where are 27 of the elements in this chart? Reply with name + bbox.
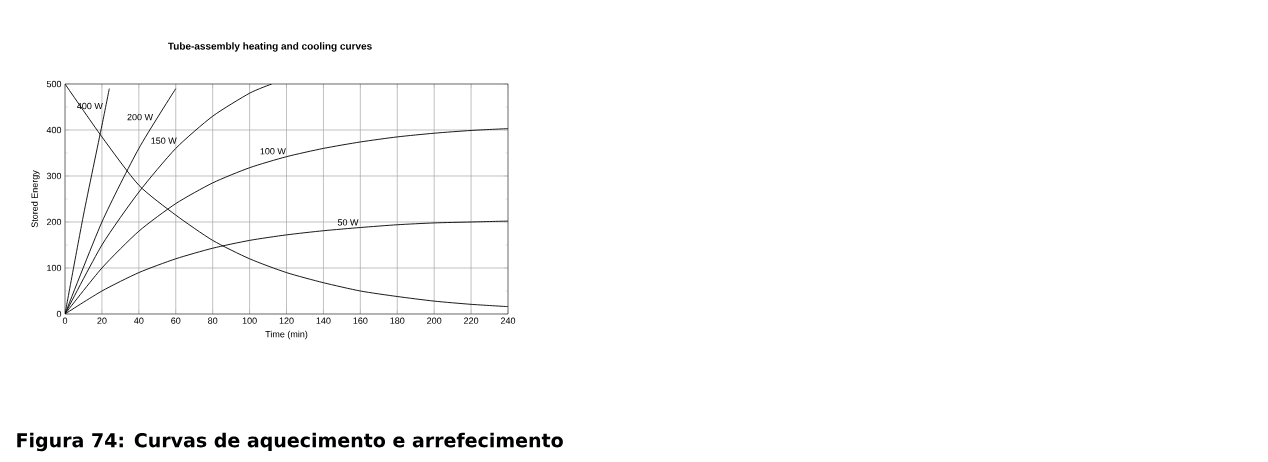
y-tick-label: 0 (56, 310, 62, 318)
y-tick-label: 100 (47, 264, 62, 272)
series-label: 100 W (260, 148, 286, 155)
chart-title: Tube-assembly heating and cooling curves (167, 42, 372, 52)
x-tick-label: 120 (279, 317, 294, 324)
x-tick-label: 40 (134, 317, 144, 324)
y-tick-label: 500 (46, 80, 62, 88)
x-tick-label: 20 (97, 317, 107, 324)
x-tick-label: 0 (62, 317, 68, 324)
y-tick-label: 200 (46, 218, 62, 226)
x-tick-label: 240 (500, 317, 516, 324)
x-tick-label: 80 (208, 317, 218, 324)
y-axis-title: Stored Energy (31, 170, 40, 228)
x-axis-title: Time (min) (265, 330, 308, 340)
series-label: 200 W (127, 113, 153, 121)
x-tick-label: 140 (316, 317, 331, 324)
x-tick-label: 180 (390, 317, 405, 324)
series-label: 50 W (337, 219, 359, 226)
series-label: 150 W (151, 137, 177, 144)
y-tick-label: 400 (46, 126, 62, 134)
x-tick-label: 60 (171, 317, 181, 324)
x-tick-label: 100 (242, 317, 257, 324)
x-tick-label: 160 (353, 317, 368, 324)
x-tick-label: 200 (427, 317, 442, 324)
text: Figura 74: Curvas de aquecimento e arrefecimento (17, 432, 563, 452)
y-tick-label: 300 (46, 172, 62, 180)
x-tick-label: 220 (464, 317, 479, 324)
